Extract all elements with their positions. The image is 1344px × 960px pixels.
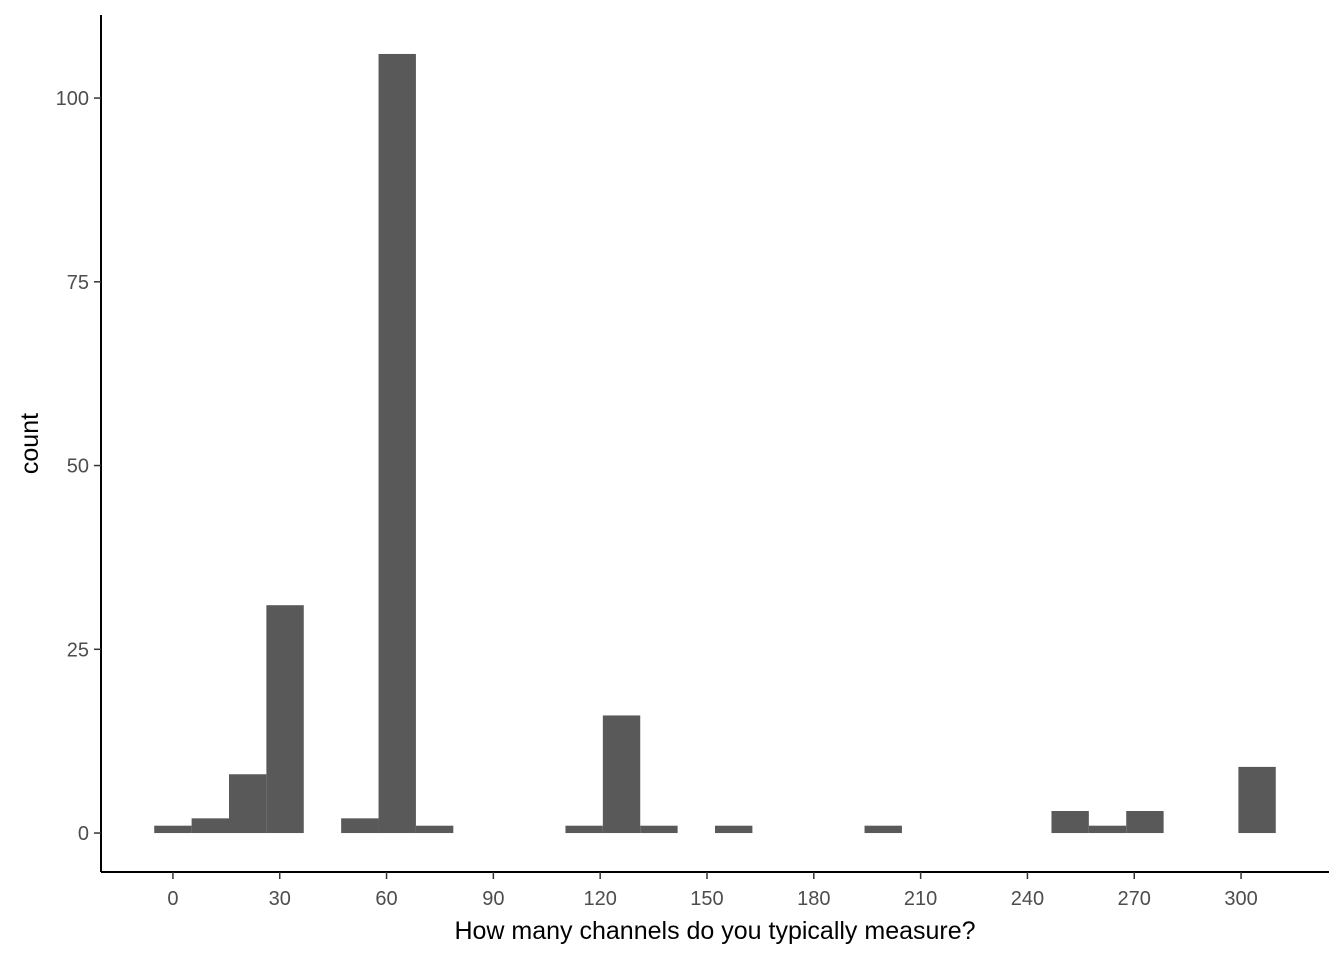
histogram-bar-1 [191, 818, 229, 834]
y-tick-label: 100 [56, 88, 89, 110]
x-tick-label: 180 [797, 888, 830, 910]
y-tick-label: 0 [78, 823, 89, 845]
x-tick-label: 240 [1011, 888, 1044, 910]
x-tick-label: 150 [690, 888, 723, 910]
x-tick-label: 60 [375, 888, 397, 910]
x-tick-label: 30 [269, 888, 291, 910]
histogram-bar-15 [1238, 766, 1276, 834]
x-tick-label: 210 [904, 888, 937, 910]
x-axis-ticks: 0 30 60 90 120 150 180 210 240 270 300 [167, 872, 1258, 910]
x-tick-label: 120 [583, 888, 616, 910]
histogram-bar-0 [154, 825, 192, 834]
x-tick-label: 300 [1224, 888, 1257, 910]
histogram-bar-7 [565, 825, 603, 834]
histogram-bar-2 [228, 774, 267, 834]
y-tick-label: 75 [67, 272, 89, 294]
histogram-bar-8 [602, 715, 641, 834]
y-tick-label: 50 [67, 456, 89, 478]
x-tick-label: 0 [167, 888, 178, 910]
histogram-bar-9 [640, 825, 678, 834]
x-tick-label: 270 [1118, 888, 1151, 910]
y-tick-label: 25 [67, 639, 89, 661]
x-tick-label: 90 [482, 888, 504, 910]
histogram-bar-6 [415, 825, 454, 834]
histogram-bar-5 [378, 53, 416, 834]
histogram-bar-12 [1051, 810, 1089, 834]
x-axis-title: How many channels do you typically measu… [454, 917, 975, 945]
histogram-bar-13 [1088, 825, 1127, 834]
histogram-bar-3 [266, 605, 304, 834]
histogram-bar-14 [1126, 810, 1164, 834]
histogram-bar-10 [715, 825, 753, 834]
histogram-bars [154, 53, 1276, 834]
histogram-bar-11 [864, 825, 902, 834]
axes [100, 15, 1329, 873]
y-axis-ticks: 0 25 50 75 100 [56, 88, 101, 845]
histogram-bar-4 [341, 818, 379, 834]
y-axis-title: count [16, 413, 44, 474]
